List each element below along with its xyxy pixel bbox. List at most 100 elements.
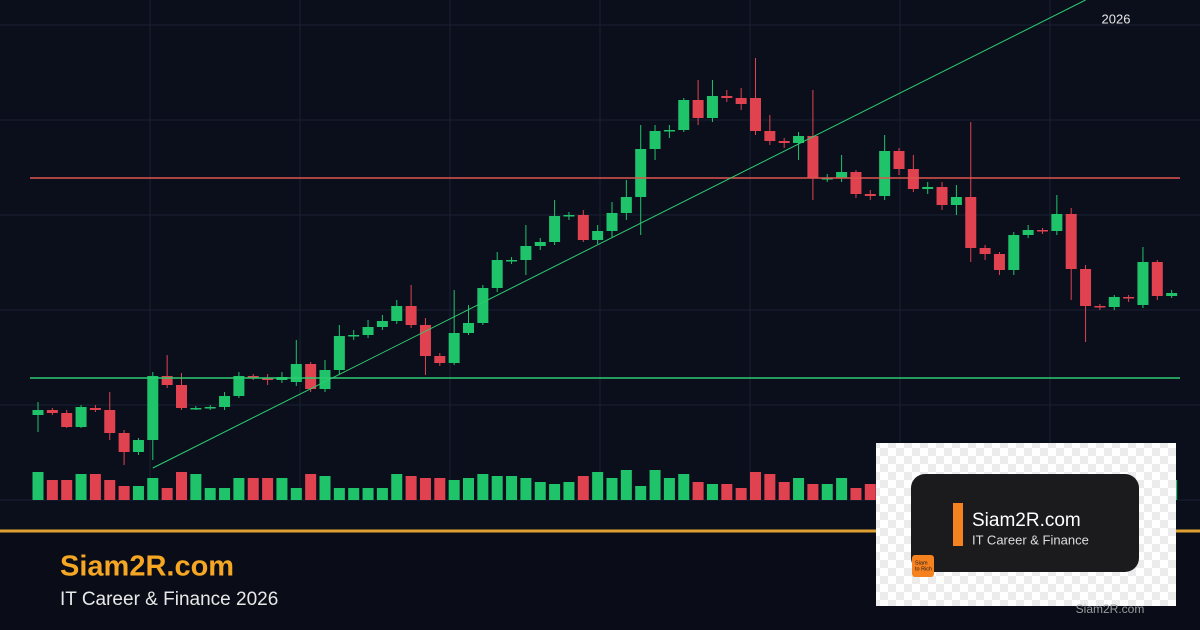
candle-body: [692, 100, 704, 118]
volume-bar: [735, 488, 747, 500]
candle-body: [1051, 214, 1063, 231]
candle-body: [147, 376, 159, 440]
volume-bar: [821, 484, 833, 500]
candle-body: [506, 260, 518, 262]
candle-body: [61, 413, 73, 427]
candle-body: [606, 213, 618, 231]
volume-bar: [506, 476, 518, 500]
logo-icon-text: Siam: [915, 560, 928, 566]
volume-bar: [448, 480, 460, 500]
candle-body: [305, 364, 317, 389]
candle-body: [333, 336, 345, 370]
candle-body: [405, 306, 417, 325]
candle-body: [549, 216, 561, 242]
volume-bar: [477, 474, 489, 500]
volume-bar: [534, 482, 546, 500]
volume-bar: [376, 488, 388, 500]
candle-body: [32, 410, 44, 415]
volume-bar: [147, 478, 159, 500]
candle-body: [1022, 230, 1034, 235]
candle-body: [190, 408, 202, 410]
volume-bar: [391, 474, 403, 500]
watermark: Siam2R.com: [1076, 602, 1145, 616]
candle-body: [1080, 269, 1092, 306]
candle-body: [764, 131, 776, 141]
volume-bar: [750, 472, 761, 500]
volume-bar: [118, 486, 130, 500]
candle-body: [1037, 230, 1048, 232]
volume-bar: [563, 482, 575, 500]
volume-bar: [807, 484, 819, 500]
candle-body: [620, 197, 632, 213]
volume-bar: [434, 478, 446, 500]
year-label: 2026: [1102, 11, 1131, 26]
candle-body: [1008, 235, 1020, 270]
volume-bar: [89, 474, 101, 500]
candle-body: [75, 407, 87, 427]
candle-body: [850, 172, 862, 194]
candle-body: [491, 260, 503, 288]
grid: [0, 0, 1200, 501]
candle-body: [419, 325, 431, 356]
candle-body: [1166, 293, 1178, 296]
candle-body: [448, 333, 460, 363]
candle-body: [649, 131, 661, 149]
footer-title: Siam2R.com: [60, 551, 234, 583]
candle-body: [376, 321, 388, 327]
candle-body: [132, 440, 144, 452]
candle-body: [735, 98, 747, 104]
volume-bar: [592, 472, 604, 500]
volume-bar: [635, 486, 647, 500]
candle-body: [262, 378, 274, 380]
volume-bar: [850, 488, 862, 500]
candle-body: [1137, 262, 1149, 305]
volume-bar: [276, 478, 288, 500]
volume-bar: [190, 474, 202, 500]
candle-body: [118, 433, 130, 452]
volume-bar: [793, 478, 805, 500]
volume-bar: [864, 484, 876, 500]
candle-body: [1065, 214, 1077, 269]
volume-bar: [764, 474, 776, 500]
candle-body: [563, 215, 575, 217]
candle-body: [965, 197, 977, 248]
volume-bar: [290, 488, 302, 500]
volume-bar: [219, 488, 231, 500]
volume-bar: [333, 488, 345, 500]
candle-body: [89, 408, 101, 410]
candle-body: [434, 356, 446, 363]
candle-body: [1123, 297, 1135, 299]
logo-title: Siam2R.com: [972, 510, 1081, 531]
logo-icon: [912, 555, 934, 577]
volume-bar: [362, 488, 374, 500]
volume-bar: [606, 478, 618, 500]
volume-bar: [577, 476, 589, 500]
candle-body: [176, 385, 187, 408]
candle-body: [161, 376, 173, 385]
volume-bar: [161, 488, 173, 500]
candle-body: [534, 242, 546, 246]
candle-body: [290, 364, 302, 382]
volume-bar: [405, 476, 417, 500]
candle-body: [319, 370, 331, 389]
volume-bar: [348, 488, 360, 500]
volume-bar: [75, 474, 87, 500]
candle-body: [706, 96, 718, 118]
volume-bar: [319, 476, 331, 500]
volume-bar: [204, 488, 216, 500]
candle-body: [750, 98, 761, 131]
candle-body: [592, 231, 604, 240]
candle-body: [993, 254, 1005, 270]
volume-bar: [678, 474, 690, 500]
candle-body: [778, 141, 790, 143]
candle-body: [721, 96, 733, 98]
candle-body: [104, 410, 116, 433]
trend-line: [152, 0, 1086, 469]
candle-body: [348, 335, 360, 337]
volume-bar: [706, 484, 718, 500]
candle-body: [879, 151, 891, 196]
volume-bar: [649, 470, 661, 500]
volume-bar: [233, 478, 245, 500]
